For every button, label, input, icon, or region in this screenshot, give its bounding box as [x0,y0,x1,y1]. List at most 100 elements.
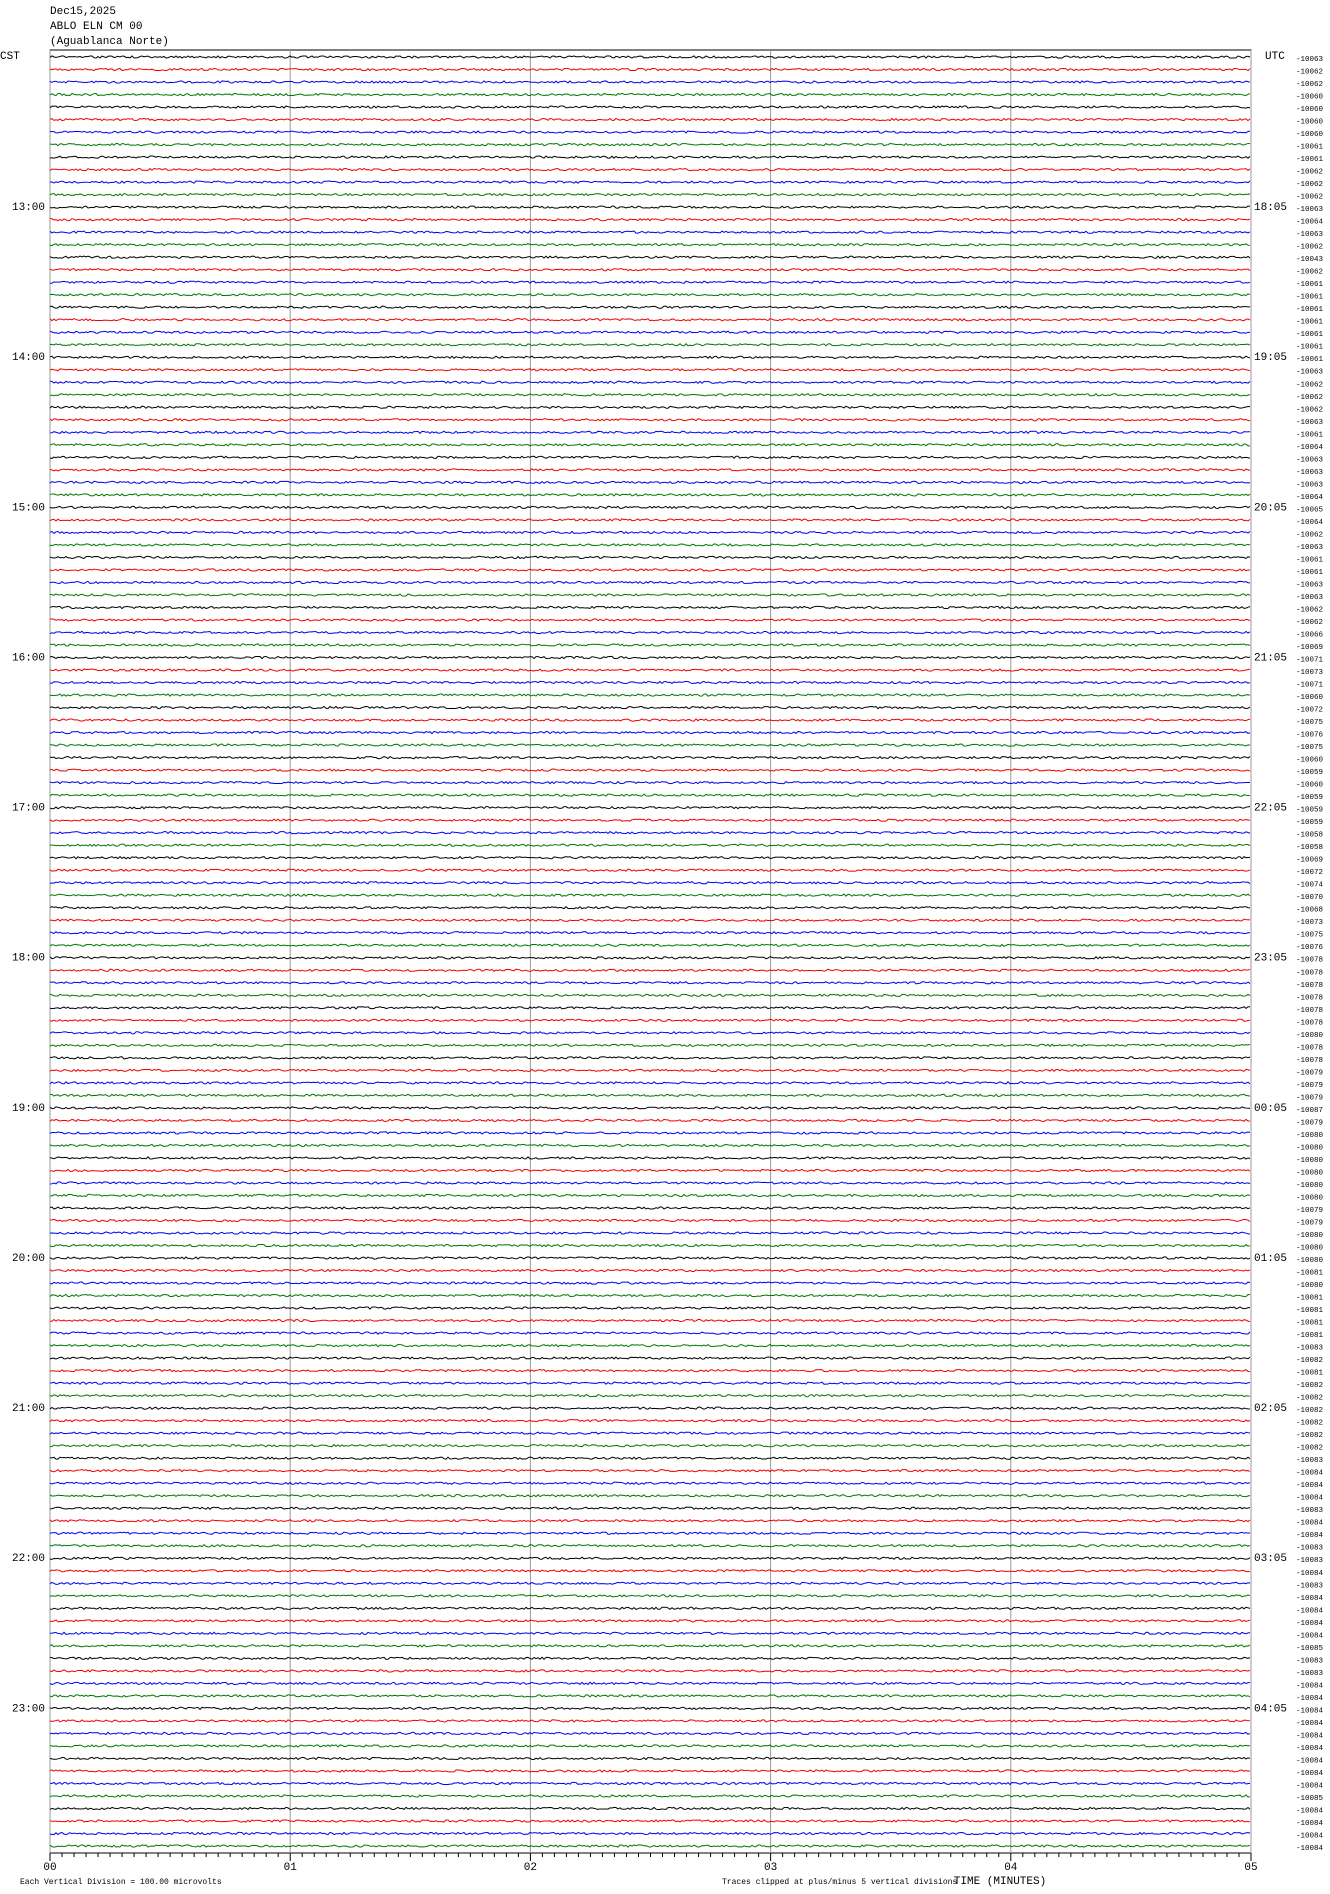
trace-offset-label: -10083 [1296,1657,1324,1665]
trace-offset-label: -10073 [1296,669,1324,677]
trace [49,1343,1251,1348]
trace-offset-label: -10080 [1296,1257,1324,1265]
trace-offset-label: -10062 [1296,269,1323,277]
trace [49,855,1251,860]
trace-offset-label: -10082 [1296,1357,1323,1365]
trace [49,818,1251,822]
trace [49,1368,1251,1373]
trace-offset-label: -10063 [1296,56,1324,64]
trace-offset-label: -10084 [1296,1832,1324,1840]
trace-offset-label: -10075 [1296,932,1324,940]
trace [49,55,1251,59]
trace [49,1056,1251,1060]
left-hour-label: 18:00 [12,953,45,965]
trace-offset-label: -10058 [1296,844,1323,852]
trace-offset-label: -10072 [1296,869,1323,877]
trace [49,993,1251,998]
trace-offset-label: -10084 [1296,1482,1324,1490]
trace [49,1656,1251,1661]
trace [49,1156,1251,1160]
trace [49,1218,1251,1223]
trace-offset-label: -10060 [1296,757,1324,765]
trace [49,1556,1251,1561]
trace [49,905,1251,910]
left-hour-label: 16:00 [12,652,45,664]
trace-offset-label: -10076 [1296,944,1324,952]
left-hour-label: 13:00 [12,202,45,214]
trace [49,180,1251,184]
trace-offset-label: -10060 [1296,782,1324,790]
trace [49,80,1251,84]
trace-offset-label: -10060 [1296,106,1324,114]
trace-offset-label: -10083 [1296,1345,1324,1353]
trace [49,205,1251,209]
trace [49,1018,1251,1023]
trace [49,355,1251,360]
trace-offset-label: -10061 [1296,569,1324,577]
trace [49,543,1251,547]
trace [49,930,1251,935]
trace-offset-label: -10061 [1296,306,1324,314]
trace-offset-label: -10072 [1296,707,1323,715]
header-station: ABLO ELN CM 00 [50,21,142,33]
trace [49,1106,1251,1110]
trace-offset-label: -10062 [1296,244,1323,252]
right-hour-label: 19:05 [1254,352,1287,364]
trace-offset-label: -10080 [1296,1182,1324,1190]
trace-offset-label: -10084 [1296,1707,1324,1715]
trace-offset-label: -10080 [1296,1282,1324,1290]
trace-offset-label: -10082 [1296,1445,1323,1453]
trace-offset-label: -10080 [1296,1169,1324,1177]
trace-offset-label: -10043 [1296,256,1324,264]
trace-offset-label: -10060 [1296,694,1324,702]
trace [49,1481,1251,1485]
trace-offset-label: -10084 [1296,1732,1324,1740]
trace-offset-label: -10075 [1296,719,1324,727]
scale-note: Each Vertical Division = 100.00 microvol… [20,1878,222,1887]
trace [49,393,1251,397]
trace-offset-label: -10062 [1296,619,1323,627]
trace-offset-label: -10061 [1296,356,1324,364]
trace [49,330,1251,334]
trace-offset-label: -10061 [1296,281,1324,289]
right-axis-title: UTC [1265,51,1285,63]
trace [49,1519,1251,1523]
trace-offset-label: -10084 [1296,1820,1324,1828]
trace-offset-label: -10071 [1296,656,1324,664]
trace [49,843,1251,847]
x-tick-label: 01 [284,1862,298,1874]
trace [49,1081,1251,1085]
trace [49,1331,1251,1335]
left-hour-label: 15:00 [12,502,45,514]
trace [49,1606,1251,1611]
trace [49,1844,1251,1848]
trace [49,618,1251,622]
trace-offset-label: -10084 [1296,1495,1324,1503]
trace-offset-label: -10084 [1296,1620,1324,1628]
trace [49,1506,1251,1510]
trace [49,605,1251,610]
trace-offset-label: -10062 [1296,394,1323,402]
trace [49,1619,1251,1623]
trace [49,630,1251,635]
trace [49,1744,1251,1748]
trace [49,1756,1251,1761]
trace [49,943,1251,948]
trace-offset-label: -10064 [1296,519,1324,527]
trace-offset-label: -10061 [1296,344,1324,352]
trace-offset-label: -10062 [1296,606,1323,614]
trace-offset-label: -10062 [1296,181,1323,189]
trace-offset-label: -10063 [1296,456,1324,464]
trace-offset-label: -10065 [1296,506,1324,514]
trace-offset-label: -10080 [1296,1157,1324,1165]
trace [49,1794,1251,1798]
trace-offset-label: -10081 [1296,1295,1324,1303]
right-hour-label: 00:05 [1254,1103,1287,1115]
trace-offset-label: -10084 [1296,1757,1324,1765]
trace-offset-label: -10062 [1296,169,1323,177]
trace [49,1356,1251,1360]
trace [49,1468,1251,1473]
trace-offset-label: -10063 [1296,544,1324,552]
left-axis-title: CST [0,51,20,63]
trace-offset-label: -10061 [1296,144,1324,152]
